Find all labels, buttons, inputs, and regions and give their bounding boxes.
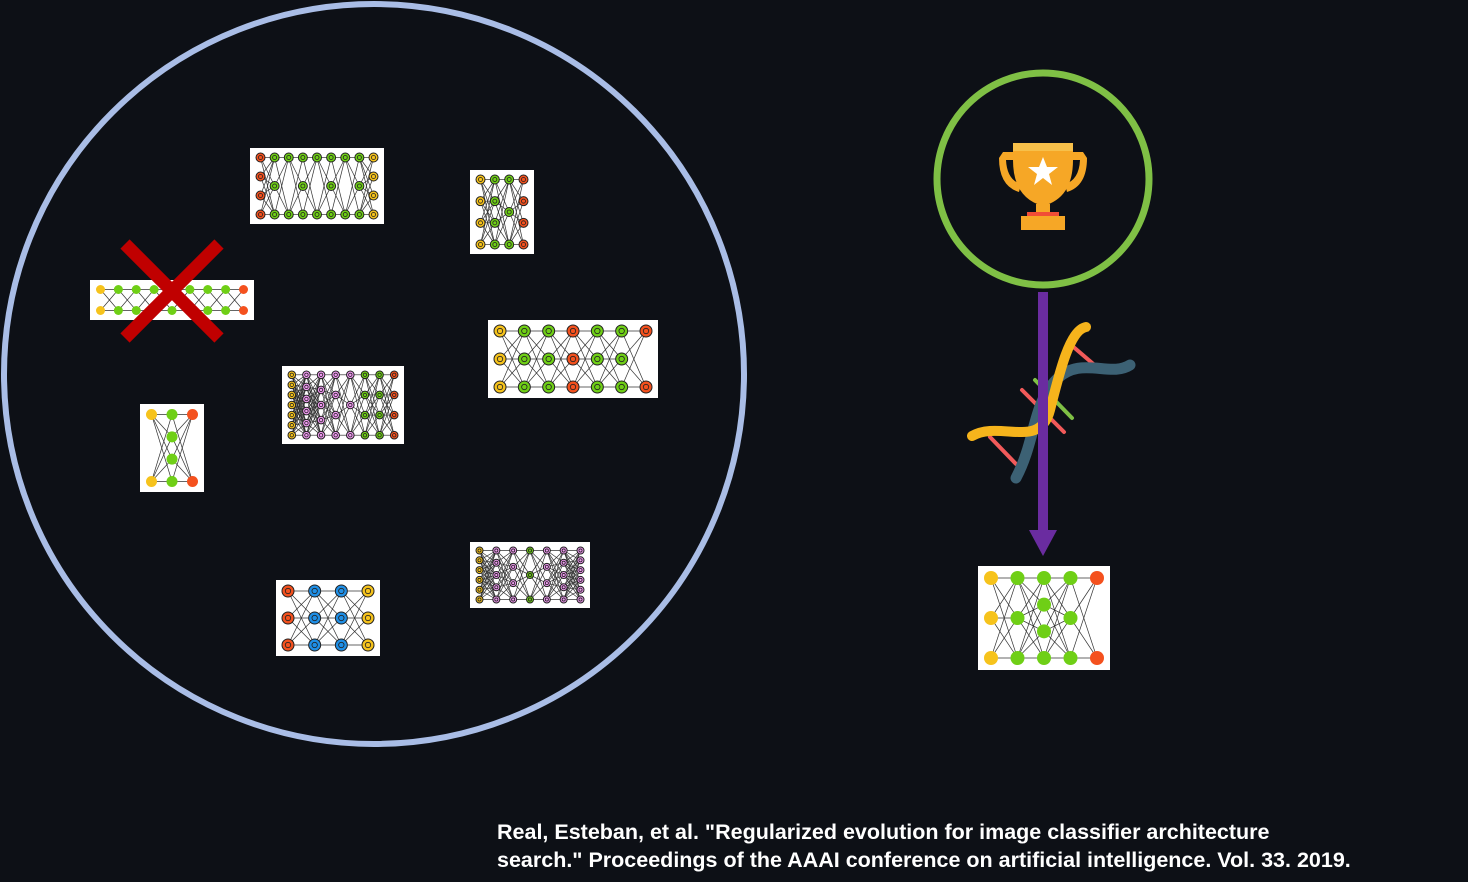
network-card-4	[488, 320, 658, 398]
network-card-1	[250, 148, 384, 224]
citation-line-1: Real, Esteban, et al. "Regularized evolu…	[497, 820, 1270, 844]
network-card-5	[282, 366, 404, 444]
child-network-card	[978, 566, 1110, 670]
population-circle	[1, 1, 747, 747]
mutation-arrow	[1029, 292, 1057, 556]
network-card-8	[276, 580, 380, 656]
population-networks	[90, 148, 658, 656]
trophy-icon	[999, 143, 1087, 230]
removal-cross-icon	[120, 239, 224, 343]
citation: Real, Esteban, et al. "Regularized evolu…	[497, 818, 1351, 874]
winner-circle	[933, 69, 1153, 289]
dna-icon	[967, 322, 1136, 484]
network-card-2	[470, 170, 534, 254]
network-card-7	[470, 542, 590, 608]
child-network	[978, 566, 1110, 670]
citation-line-2: search." Proceedings of the AAAI confere…	[497, 848, 1351, 872]
network-card-6	[140, 404, 204, 492]
